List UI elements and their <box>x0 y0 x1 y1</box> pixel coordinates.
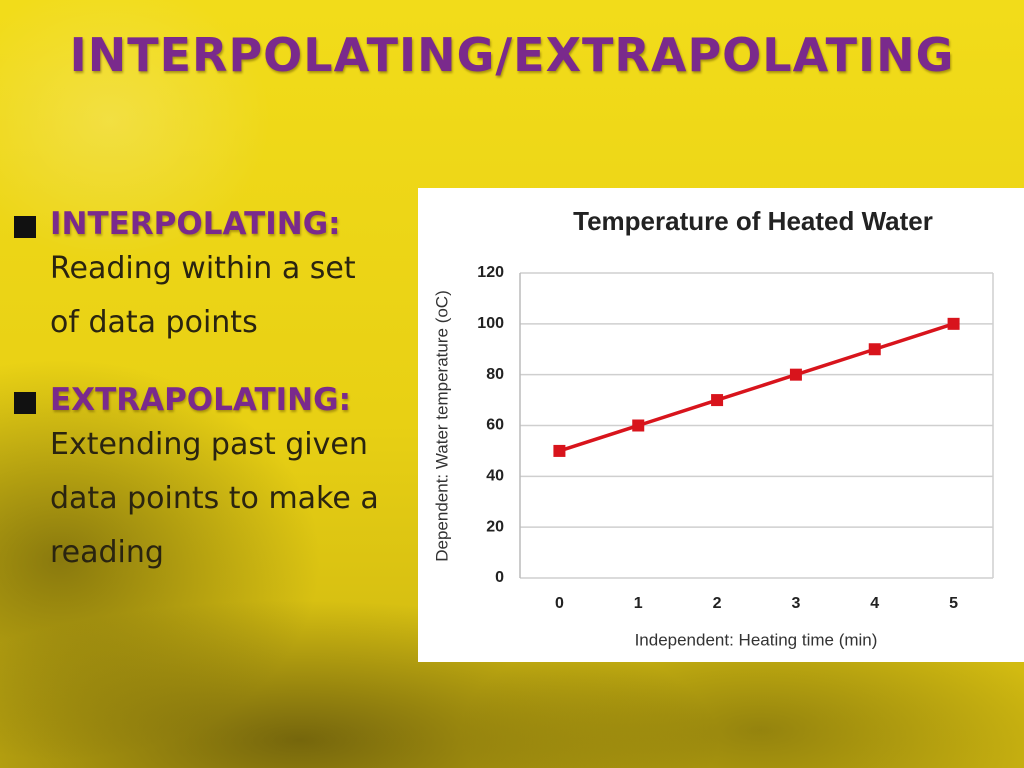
bullet: EXTRAPOLATING: Extending past given data… <box>14 382 394 580</box>
x-tick-label: 2 <box>713 595 722 612</box>
bullet-term: EXTRAPOLATING: <box>50 382 351 418</box>
x-tick-label: 4 <box>870 595 879 612</box>
y-tick-label: 40 <box>486 468 504 485</box>
x-tick-label: 3 <box>791 595 800 612</box>
y-tick-label: 0 <box>495 569 504 586</box>
bullet-text: Reading within a set of data points <box>50 251 356 340</box>
x-tick-label: 5 <box>949 595 958 612</box>
x-axis-label: Independent: Heating time (min) <box>635 630 878 649</box>
y-axis-label: Dependent: Water temperature (oC) <box>432 290 451 562</box>
data-line <box>558 322 955 453</box>
data-point <box>947 317 960 330</box>
y-tick-label: 80 <box>486 366 504 383</box>
bullet: INTERPOLATING: Reading within a set of d… <box>14 206 394 350</box>
data-point <box>789 368 802 381</box>
y-tick-label: 20 <box>486 518 504 535</box>
chart: Temperature of Heated Water Dependent: W… <box>418 188 1024 662</box>
y-tick-label: 120 <box>477 264 504 281</box>
x-tick-label: 1 <box>634 595 643 612</box>
slide-title: INTERPOLATING/EXTRAPOLATING <box>69 28 955 82</box>
y-tick-label: 100 <box>477 315 504 332</box>
bullet-marker <box>14 216 36 238</box>
x-tick-label: 0 <box>555 595 564 612</box>
data-point <box>711 394 724 407</box>
data-point <box>632 419 645 432</box>
bullet-text: Extending past given data points to make… <box>50 427 379 570</box>
chart-title: Temperature of Heated Water <box>573 206 933 236</box>
y-tick-label: 60 <box>486 417 504 434</box>
data-point <box>868 343 881 356</box>
data-point <box>553 444 566 457</box>
bullet-term: INTERPOLATING: <box>50 206 341 242</box>
bullet-marker <box>14 392 36 414</box>
